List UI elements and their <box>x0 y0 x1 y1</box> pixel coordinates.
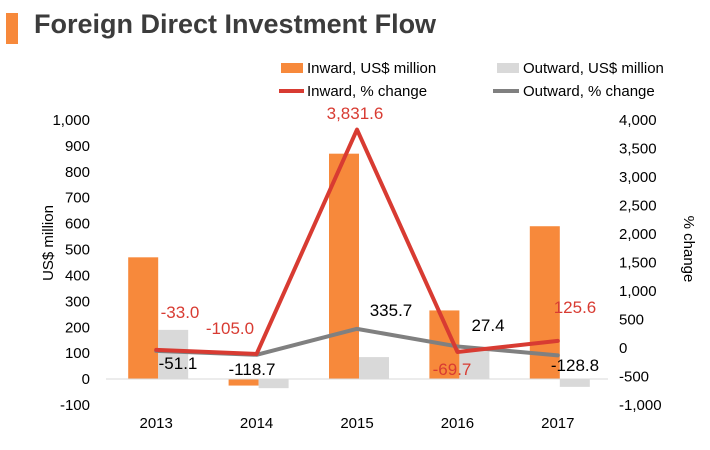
y-tick-label-left: 600 <box>65 216 90 233</box>
y-tick-label-left: 900 <box>65 138 90 155</box>
y-tick-label-right: 4,000 <box>619 112 657 129</box>
y-tick-label-left: 0 <box>82 371 90 388</box>
x-tick-label: 2017 <box>541 415 574 432</box>
data-label-outward-change: 335.7 <box>370 301 413 320</box>
data-label-outward-change: 27.4 <box>471 316 504 335</box>
axis-ticks: -100 0 100 200 300 400 500 600 700 800 900 1,000 -1,… <box>52 112 661 432</box>
x-tick-label: 2014 <box>240 415 273 432</box>
y-tick-label-left: 200 <box>65 319 90 336</box>
bar-inward <box>329 153 359 380</box>
y-axis-title-right: % change <box>680 216 697 283</box>
bar-inward <box>128 257 159 380</box>
x-tick-label: 2015 <box>340 415 373 432</box>
y-tick-label-left: 700 <box>65 190 90 207</box>
y-tick-label-left: 500 <box>65 242 90 259</box>
bars <box>128 153 590 389</box>
y-tick-label-left: 300 <box>65 293 90 310</box>
bar-outward <box>459 350 490 380</box>
legend-swatch-inward-bar <box>281 63 303 73</box>
legend: Inward, US$ million Outward, US$ million… <box>279 60 664 100</box>
legend-label-inward-bar: Inward, US$ million <box>307 60 436 77</box>
y-tick-label-right: 1,000 <box>619 283 657 300</box>
bar-inward <box>228 379 259 386</box>
bar-outward <box>258 379 289 389</box>
data-label-outward-change: -128.8 <box>551 356 599 375</box>
legend-label-outward-line: Outward, % change <box>523 83 655 100</box>
x-tick-label: 2013 <box>140 415 173 432</box>
data-label-inward-change: -105.0 <box>206 319 254 338</box>
y-tick-label-left: 1,000 <box>52 112 90 129</box>
title-accent-bar <box>6 13 18 44</box>
legend-label-inward-line: Inward, % change <box>307 83 427 100</box>
bar-outward <box>359 357 389 380</box>
data-label-outward-change: -51.1 <box>159 354 198 373</box>
series-lines <box>154 127 560 358</box>
bar-outward <box>158 329 189 380</box>
y-tick-label-right: -500 <box>619 369 649 386</box>
legend-swatch-outward-bar <box>497 63 519 73</box>
y-axis-title-left: US$ million <box>40 205 57 281</box>
y-tick-label-right: 3,500 <box>619 141 657 158</box>
y-tick-label-left: 100 <box>65 345 90 362</box>
data-label-outward-change: -118.7 <box>229 360 276 379</box>
y-tick-label-left: 800 <box>65 164 90 181</box>
legend-label-outward-bar: Outward, US$ million <box>523 60 664 77</box>
y-tick-label-right: 0 <box>619 340 627 357</box>
y-tick-label-right: 500 <box>619 312 644 329</box>
y-tick-label-right: 2,500 <box>619 198 657 215</box>
page-title: Foreign Direct Investment Flow <box>34 9 437 39</box>
y-tick-label-right: 1,500 <box>619 255 657 272</box>
data-label-inward-change: 3,831.6 <box>327 104 384 123</box>
line-inward-change <box>154 127 560 356</box>
x-tick-label: 2016 <box>441 415 474 432</box>
data-label-inward-change: 125.6 <box>554 298 597 317</box>
y-tick-label-left: -100 <box>60 397 90 414</box>
y-tick-label-left: 400 <box>65 267 90 284</box>
y-tick-label-right: 2,000 <box>619 226 657 243</box>
bar-outward <box>559 379 590 387</box>
data-label-inward-change: -33.0 <box>161 303 200 322</box>
y-tick-label-right: 3,000 <box>619 169 657 186</box>
data-label-inward-change: -69.7 <box>433 360 472 379</box>
data-labels: -33.0 -105.0 3,831.6 -69.7 125.6 -51.1 -118.7 3… <box>159 104 599 379</box>
y-tick-label-right: -1,000 <box>619 397 662 414</box>
